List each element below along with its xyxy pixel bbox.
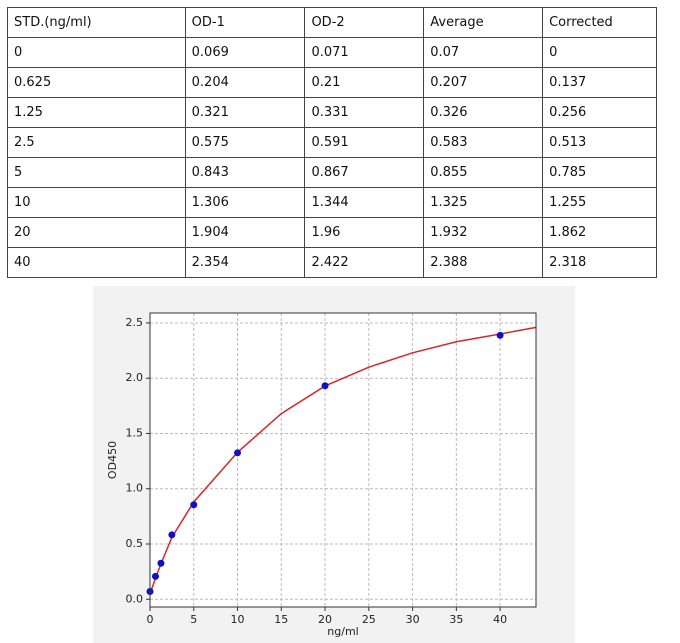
- data-point: [157, 559, 165, 567]
- table-row: 1.25 0.321 0.331 0.326 0.256: [7, 97, 657, 128]
- table-cell: 1.96: [304, 217, 425, 248]
- data-point: [321, 382, 329, 390]
- axes-frame: [149, 312, 537, 608]
- table-cell: 2.388: [423, 247, 544, 278]
- table-cell: 2.354: [184, 247, 306, 278]
- data-point: [234, 449, 242, 457]
- x-tick-label: 40: [493, 613, 507, 626]
- y-tick-label: 2.0: [126, 371, 144, 384]
- table-cell: 2.422: [304, 247, 425, 278]
- table-cell: 0.575: [184, 127, 306, 158]
- y-axis-label: OD450: [106, 441, 119, 479]
- table-cell: 0.207: [423, 67, 544, 98]
- data-point: [151, 572, 159, 580]
- table-cell: STD.(ng/ml): [7, 7, 186, 38]
- table-cell: 0.855: [423, 157, 544, 188]
- table-row: 0.625 0.204 0.21 0.207 0.137: [7, 67, 657, 98]
- y-tick-label: 1.5: [126, 426, 144, 439]
- table-cell: 2.318: [542, 247, 657, 278]
- table-row: 0 0.069 0.071 0.07 0: [7, 37, 657, 68]
- table-row: 10 1.306 1.344 1.325 1.255: [7, 187, 657, 218]
- table-cell: 0.326: [423, 97, 544, 128]
- table-cell: 1.862: [542, 217, 657, 248]
- table-cell: Average: [423, 7, 544, 38]
- x-tick-label: 25: [362, 613, 376, 626]
- table-row: 40 2.354 2.422 2.388 2.318: [7, 247, 657, 278]
- data-point: [496, 331, 504, 339]
- table-cell: 1.255: [542, 187, 657, 218]
- table-cell: OD-1: [184, 7, 306, 38]
- table-body: STD.(ng/ml) OD-1 OD-2 Average Corrected 0 0.06…: [7, 7, 657, 278]
- table-cell: 0.591: [304, 127, 425, 158]
- table-cell: 1.325: [423, 187, 544, 218]
- y-tick-label: 2.5: [126, 316, 144, 329]
- table-row: 2.5 0.575 0.591 0.583 0.513: [7, 127, 657, 158]
- data-point: [190, 501, 198, 509]
- table-cell: 2.5: [7, 127, 186, 158]
- table-cell: 0.625: [7, 67, 186, 98]
- data-point: [168, 531, 176, 539]
- table-row: 20 1.904 1.96 1.932 1.862: [7, 217, 657, 248]
- x-axis-label: ng/ml: [327, 625, 358, 638]
- table-cell: 20: [7, 217, 186, 248]
- data-table: STD.(ng/ml) OD-1 OD-2 Average Corrected 0 0.06…: [7, 7, 657, 278]
- table-cell: 1.306: [184, 187, 306, 218]
- header-row: STD.(ng/ml) OD-1 OD-2 Average Corrected: [7, 7, 657, 38]
- table-cell: 0.583: [423, 127, 544, 158]
- x-tick-label: 5: [190, 613, 197, 626]
- table-cell: 1.904: [184, 217, 306, 248]
- table-cell: 10: [7, 187, 186, 218]
- table-cell: 1.344: [304, 187, 425, 218]
- x-tick-label: 0: [147, 613, 154, 626]
- table-cell: 0.321: [184, 97, 306, 128]
- x-tick-label: 10: [231, 613, 245, 626]
- y-tick-label: 0.5: [126, 537, 144, 550]
- x-tick-label: 15: [274, 613, 288, 626]
- table-cell: 0.867: [304, 157, 425, 188]
- y-tick-label: 0.0: [126, 592, 144, 605]
- table-cell: 40: [7, 247, 186, 278]
- plot-area: [150, 313, 536, 607]
- x-tick-label: 30: [406, 613, 420, 626]
- y-tick-label: 1.0: [126, 482, 144, 495]
- table-cell: 0.069: [184, 37, 306, 68]
- x-tick-label: 35: [449, 613, 463, 626]
- table-cell: 0.071: [304, 37, 425, 68]
- table-cell: Corrected: [542, 7, 657, 38]
- x-tick-label: 20: [318, 613, 332, 626]
